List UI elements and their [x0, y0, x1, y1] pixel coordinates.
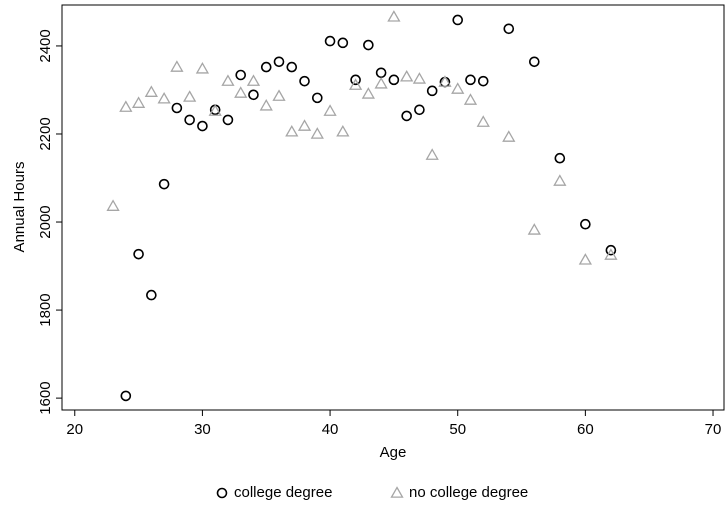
x-tick-label: 20	[66, 421, 83, 438]
data-point	[388, 74, 400, 86]
data-point	[412, 72, 427, 84]
data-point	[529, 56, 540, 68]
data-point	[246, 74, 261, 86]
data-point	[171, 102, 183, 114]
data-point	[502, 130, 516, 142]
data-point	[235, 69, 247, 81]
legend-marker	[216, 487, 228, 499]
x-tick-label: 30	[194, 421, 211, 438]
data-point	[197, 120, 208, 132]
data-point	[425, 148, 439, 160]
x-tick-label: 50	[449, 421, 466, 438]
data-point	[361, 87, 375, 99]
data-point	[477, 75, 489, 87]
data-point	[348, 78, 363, 90]
data-point	[426, 85, 438, 97]
data-point	[400, 69, 414, 82]
data-point	[414, 104, 425, 116]
data-point	[605, 244, 617, 256]
data-point	[451, 82, 465, 94]
y-tick-label: 2400	[37, 29, 54, 62]
legend-label: college degree	[234, 484, 332, 501]
data-point	[234, 86, 248, 98]
data-point	[195, 62, 210, 74]
data-point	[553, 174, 567, 186]
data-point	[272, 89, 286, 101]
data-point	[401, 110, 412, 122]
data-point	[119, 100, 133, 112]
data-point	[363, 39, 374, 51]
data-point	[476, 115, 490, 127]
data-point	[170, 60, 184, 72]
data-point	[463, 93, 478, 105]
x-tick-label: 40	[322, 421, 339, 438]
data-point	[248, 89, 259, 101]
data-point	[578, 253, 592, 265]
data-point	[285, 124, 299, 137]
x-tick-label: 70	[705, 421, 722, 438]
data-point	[465, 74, 476, 86]
data-point	[158, 178, 170, 190]
data-point	[387, 10, 401, 22]
data-point	[273, 56, 285, 68]
x-axis-title: Age	[380, 444, 407, 461]
data-point	[146, 289, 157, 301]
data-point	[144, 85, 158, 97]
data-point	[604, 248, 618, 260]
data-point	[131, 96, 146, 108]
data-point	[183, 90, 197, 102]
data-point	[350, 74, 361, 86]
data-point	[299, 75, 310, 87]
data-point	[554, 152, 566, 164]
data-point	[221, 74, 235, 86]
data-point	[337, 37, 349, 49]
data-point	[527, 223, 541, 235]
data-point	[184, 114, 195, 126]
data-point	[503, 23, 515, 35]
legend-marker	[390, 486, 404, 498]
legend-label: no college degree	[409, 484, 528, 501]
data-point	[106, 199, 120, 211]
data-point	[375, 67, 387, 79]
data-point	[297, 119, 312, 131]
data-point	[120, 390, 132, 402]
y-axis-title: Annual Hours	[11, 162, 28, 253]
data-point	[208, 104, 222, 116]
data-point	[310, 127, 324, 139]
plot-frame	[61, 4, 725, 411]
y-tick-label: 2200	[37, 117, 54, 150]
y-tick-label: 1800	[37, 293, 54, 326]
data-point	[312, 92, 323, 104]
x-tick-label: 60	[577, 421, 594, 438]
data-point	[259, 98, 273, 111]
data-point	[222, 114, 234, 126]
y-tick-label: 2000	[37, 205, 54, 238]
data-point	[157, 91, 171, 104]
data-point	[133, 248, 144, 260]
data-point	[438, 75, 452, 87]
data-point	[324, 35, 336, 47]
data-point	[374, 76, 388, 89]
data-point	[323, 104, 337, 116]
y-tick-label: 1600	[37, 381, 54, 414]
data-point	[336, 124, 350, 137]
data-point	[452, 14, 464, 26]
data-point	[260, 61, 272, 73]
data-point	[580, 218, 591, 230]
data-point	[286, 61, 298, 73]
